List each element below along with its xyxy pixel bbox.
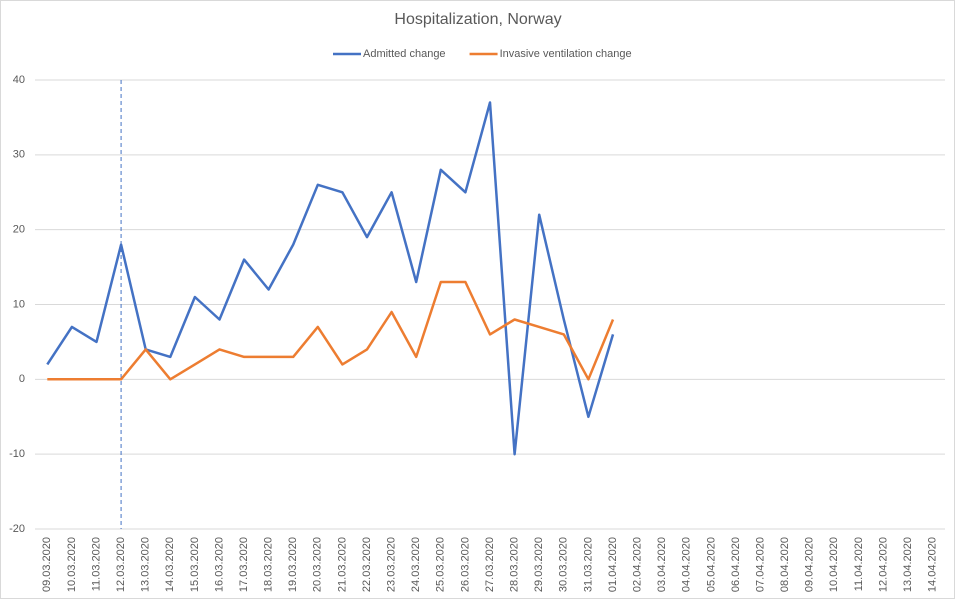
legend-label: Invasive ventilation change xyxy=(500,48,632,60)
x-tick-label: 25.03.2020 xyxy=(435,537,447,592)
x-tick-label: 07.04.2020 xyxy=(754,537,766,592)
x-tick-label: 09.04.2020 xyxy=(804,537,816,592)
x-tick-label: 22.03.2020 xyxy=(361,537,373,592)
y-tick-label: -20 xyxy=(9,523,25,535)
data-line xyxy=(46,101,615,456)
x-tick-label: 24.03.2020 xyxy=(410,537,422,592)
x-tick-label: 16.03.2020 xyxy=(213,537,225,592)
x-tick-label: 04.04.2020 xyxy=(681,537,693,592)
x-tick-label: 13.03.2020 xyxy=(140,537,152,592)
y-tick-label: 20 xyxy=(13,224,25,236)
x-tick-label: 05.04.2020 xyxy=(705,537,717,592)
x-tick-label: 17.03.2020 xyxy=(238,537,250,592)
x-tick-label: 23.03.2020 xyxy=(386,537,398,592)
chart-title: Hospitalization, Norway xyxy=(394,11,561,28)
x-tick-label: 15.03.2020 xyxy=(189,537,201,592)
x-tick-label: 12.04.2020 xyxy=(877,537,889,592)
x-tick-label: 09.03.2020 xyxy=(41,537,53,592)
x-tick-label: 30.03.2020 xyxy=(558,537,570,592)
x-tick-label: 18.03.2020 xyxy=(263,537,275,592)
x-tick-label: 21.03.2020 xyxy=(336,537,348,592)
x-tick-label: 03.04.2020 xyxy=(656,537,668,592)
x-tick-label: 29.03.2020 xyxy=(533,537,545,592)
x-tick-label: 10.04.2020 xyxy=(828,537,840,592)
y-tick-label: -10 xyxy=(9,448,25,460)
x-tick-label: 14.03.2020 xyxy=(164,537,176,592)
y-tick-label: 10 xyxy=(13,298,25,310)
x-tick-label: 08.04.2020 xyxy=(779,537,791,592)
x-tick-label: 14.04.2020 xyxy=(927,537,939,592)
x-tick-label: 19.03.2020 xyxy=(287,537,299,592)
x-tick-label: 02.04.2020 xyxy=(631,537,643,592)
x-tick-label: 10.03.2020 xyxy=(66,537,78,592)
y-tick-label: 30 xyxy=(13,149,25,161)
x-tick-label: 31.03.2020 xyxy=(582,537,594,592)
x-tick-label: 28.03.2020 xyxy=(509,537,521,592)
x-tick-label: 12.03.2020 xyxy=(115,537,127,592)
x-tick-label: 20.03.2020 xyxy=(312,537,324,592)
x-tick-label: 13.04.2020 xyxy=(902,537,914,592)
y-tick-label: 0 xyxy=(19,373,25,385)
x-tick-label: 01.04.2020 xyxy=(607,537,619,592)
x-tick-label: 27.03.2020 xyxy=(484,537,496,592)
x-tick-label: 11.04.2020 xyxy=(853,537,865,591)
x-tick-label: 06.04.2020 xyxy=(730,537,742,592)
x-tick-label: 11.03.2020 xyxy=(90,537,102,591)
x-tick-label: 26.03.2020 xyxy=(459,537,471,592)
legend-label: Admitted change xyxy=(363,48,446,60)
data-line xyxy=(47,280,615,381)
y-tick-label: 40 xyxy=(13,74,25,86)
